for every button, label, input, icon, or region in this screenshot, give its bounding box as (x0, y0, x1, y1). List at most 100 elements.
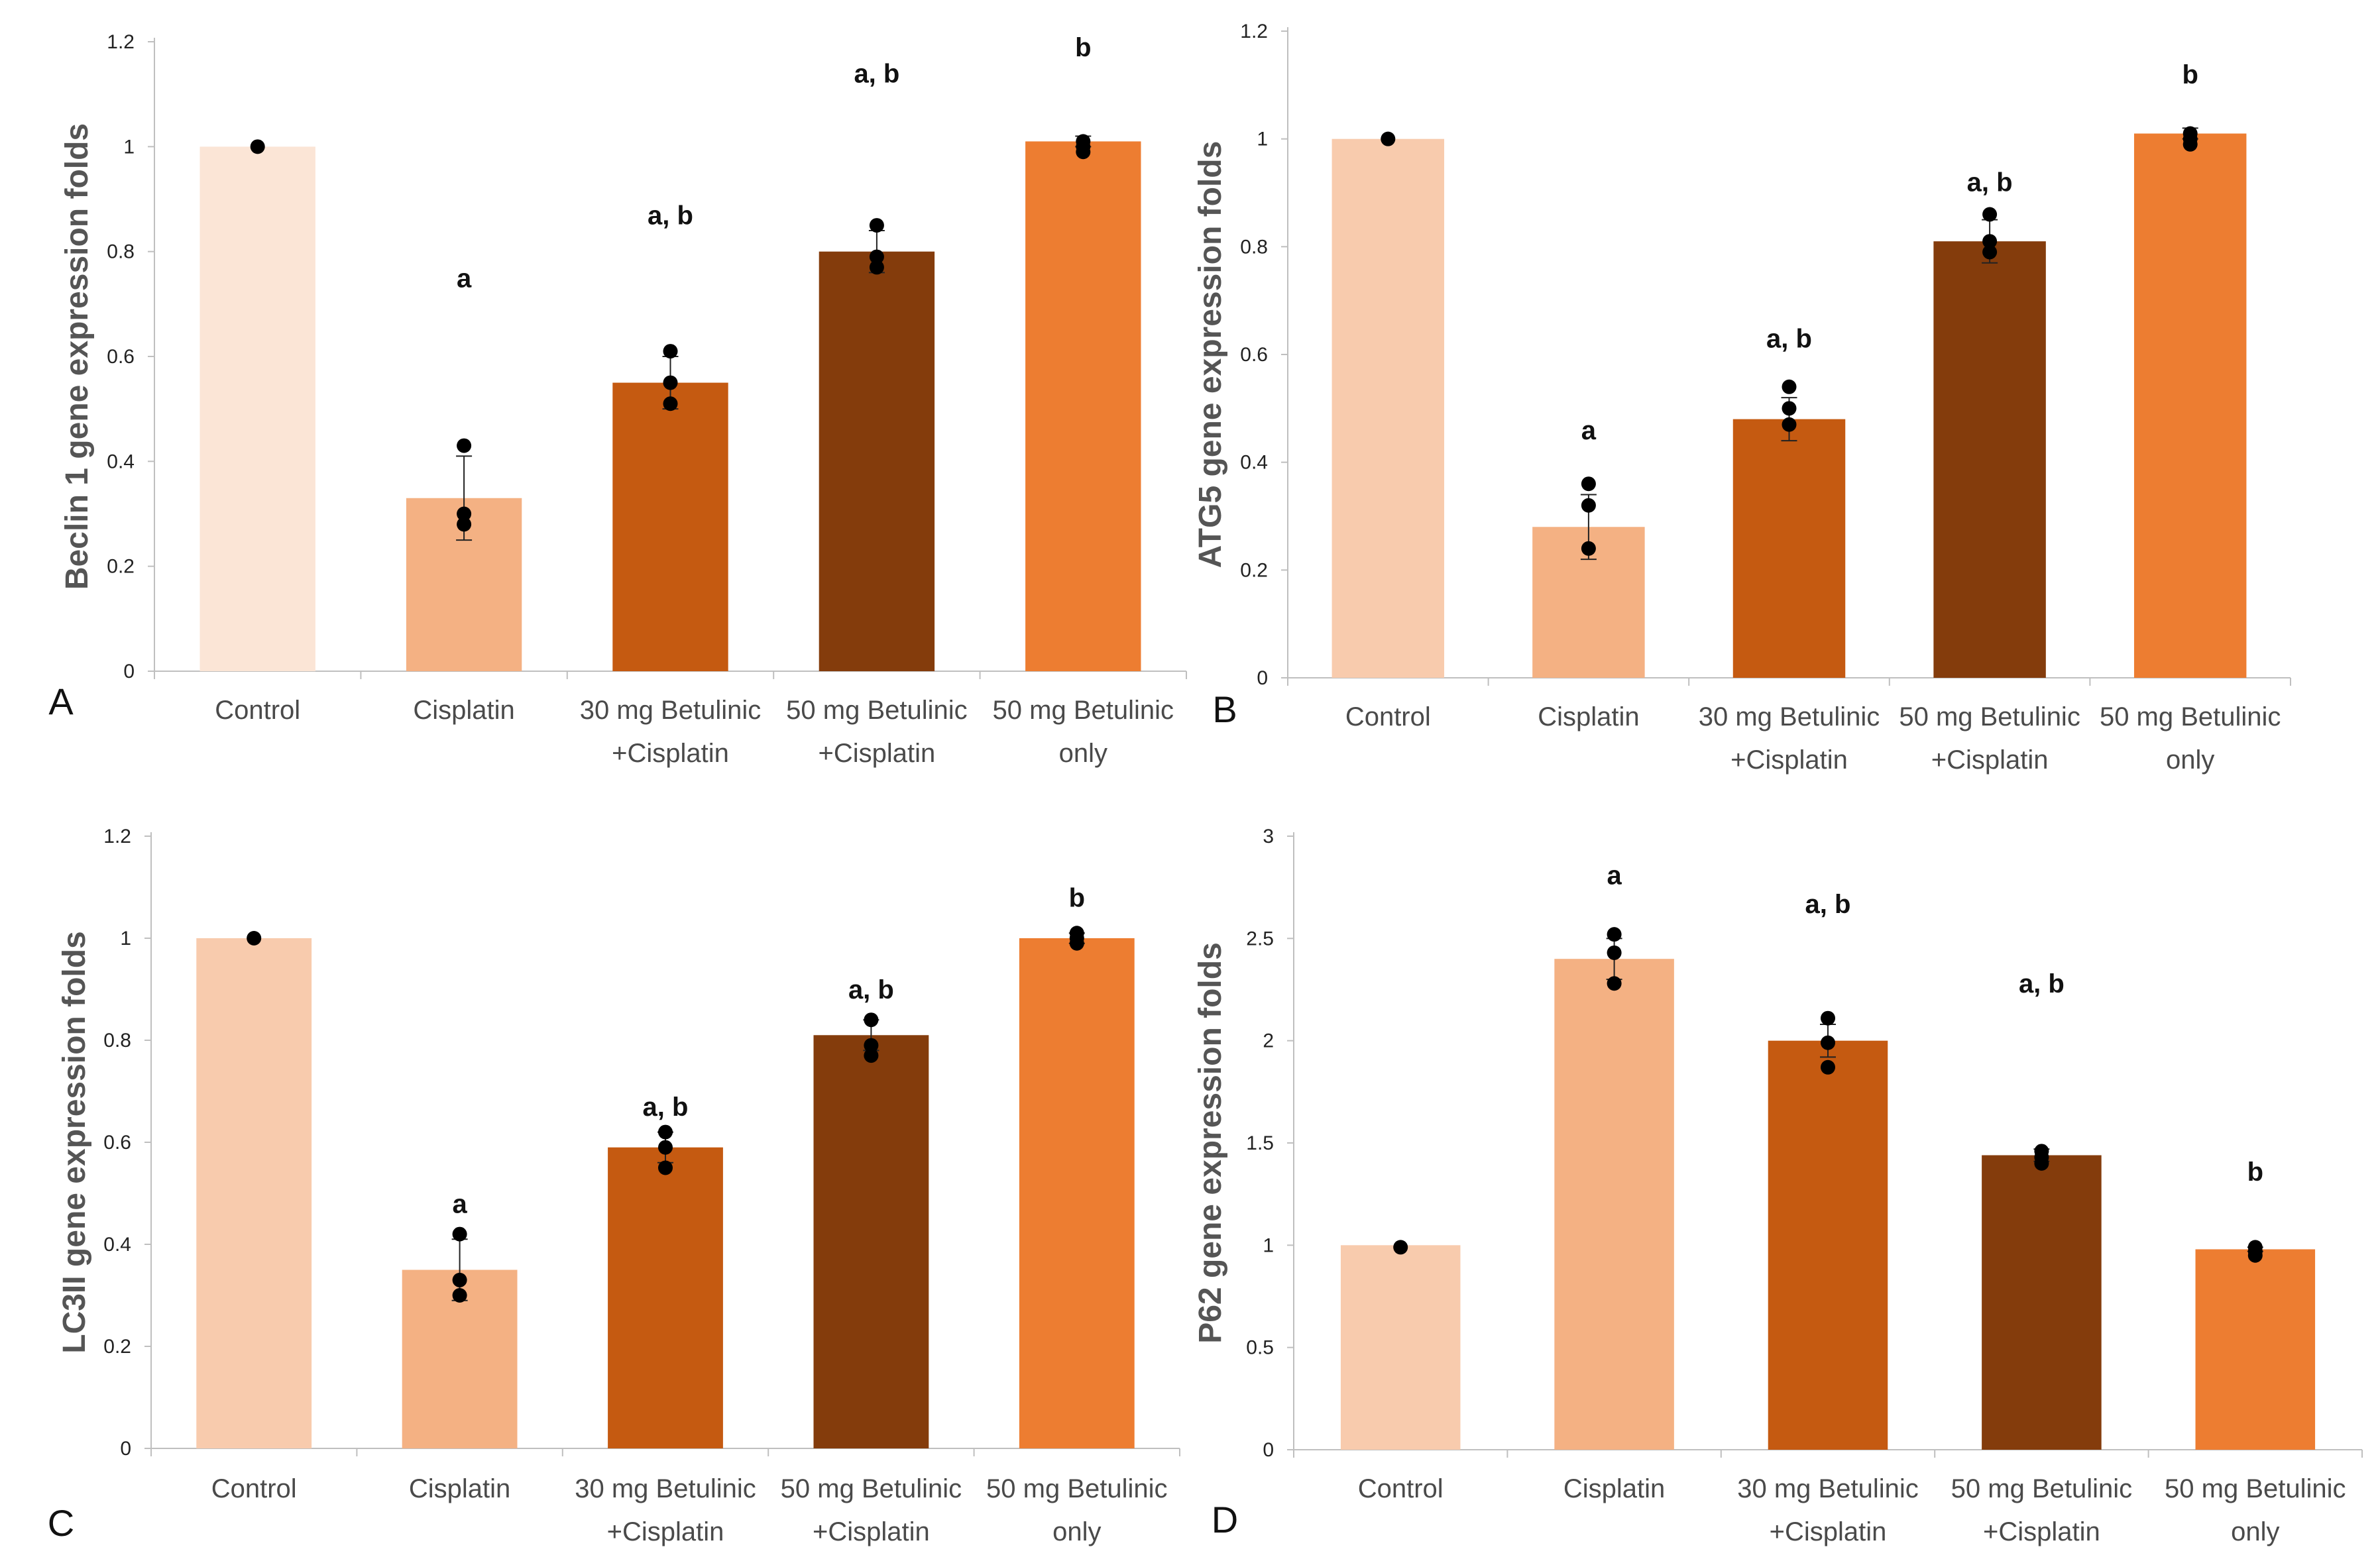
significance-label: a (1607, 861, 1622, 891)
category-label: Control (211, 1474, 297, 1503)
category-label: 50 mg Betulinic (781, 1474, 962, 1503)
y-tick-label: 0.6 (103, 1132, 131, 1154)
data-point (869, 218, 884, 233)
y-tick-label: 0.8 (1240, 236, 1268, 258)
category-label: 50 mg Betulinic (1951, 1474, 2132, 1503)
category-label: +Cisplatin (1931, 745, 2049, 775)
y-tick-label: 0 (120, 1438, 131, 1460)
y-tick-label: 0.5 (1246, 1337, 1274, 1359)
significance-label: b (2182, 60, 2198, 89)
data-point (1581, 476, 1596, 492)
category-label: 30 mg Betulinic (580, 696, 761, 725)
bar (196, 938, 312, 1448)
data-point (1982, 244, 1998, 260)
data-point (457, 438, 472, 453)
data-point (1782, 417, 1797, 432)
category-label: 30 mg Betulinic (1699, 702, 1880, 731)
y-tick-label: 0.2 (107, 556, 135, 578)
panel-label: B (1212, 688, 1237, 730)
bar (1340, 1245, 1461, 1450)
bar (1554, 959, 1674, 1450)
category-label: only (2166, 745, 2214, 775)
bar (199, 146, 315, 672)
y-tick-label: 0.6 (1240, 344, 1268, 366)
significance-label: a, b (1805, 890, 1851, 919)
data-point (1982, 207, 1998, 222)
category-label: Control (215, 696, 300, 725)
bar (819, 251, 935, 672)
data-point (864, 1038, 879, 1053)
category-label: 50 mg Betulinic (2165, 1474, 2346, 1503)
y-tick-label: 1.2 (107, 31, 135, 53)
y-tick-label: 0 (1263, 1439, 1274, 1461)
bar (1933, 241, 2046, 678)
bar (1732, 419, 1846, 678)
data-point (663, 375, 678, 390)
category-label: 50 mg Betulinic (2100, 702, 2281, 731)
chart-panel-d: 0 0.5 1 1.5 2 2.5 3 P62 gene expression folds D C… (1193, 826, 2363, 1546)
significance-label: a, b (643, 1093, 689, 1122)
category-label: 30 mg Betulinic (1737, 1474, 1918, 1503)
data-point (1782, 379, 1797, 394)
data-point (658, 1140, 673, 1155)
data-point (2034, 1156, 2049, 1171)
chart-panel-b: 0 0.2 0.4 0.6 0.8 1 1.2 ATG5 gene expression fo… (1193, 21, 2291, 775)
data-point (1821, 1010, 1835, 1026)
y-tick-label: 0.8 (103, 1030, 131, 1052)
panel-label: D (1212, 1499, 1238, 1540)
bar (608, 1147, 723, 1448)
data-point (457, 517, 472, 532)
data-point (1069, 936, 1084, 951)
y-tick-label: 0.4 (1240, 452, 1268, 474)
data-point (1381, 131, 1396, 146)
y-tick-label: 1.5 (1246, 1132, 1274, 1154)
data-point (1821, 1059, 1835, 1075)
y-tick-label: 2 (1263, 1030, 1274, 1052)
data-point (869, 249, 884, 264)
data-point (2182, 136, 2198, 152)
y-tick-label: 0.2 (1240, 559, 1268, 581)
data-point (1607, 976, 1622, 991)
data-point (663, 344, 678, 359)
data-point (1782, 401, 1797, 416)
chart-panel-c: 0 0.2 0.4 0.6 0.8 1 1.2 LC3II gene expression f… (48, 826, 1180, 1546)
category-label: +Cisplatin (612, 739, 729, 768)
data-point (864, 1012, 879, 1028)
category-label: +Cisplatin (1730, 745, 1848, 775)
bar (2133, 133, 2247, 678)
category-label: +Cisplatin (819, 739, 936, 768)
y-tick-label: 1.2 (103, 826, 131, 847)
y-tick-label: 0 (123, 661, 135, 682)
data-point (663, 396, 678, 411)
category-label: +Cisplatin (1770, 1517, 1887, 1546)
data-point (1076, 144, 1091, 160)
category-label: +Cisplatin (1983, 1517, 2100, 1546)
significance-label: a, b (2019, 969, 2065, 999)
y-tick-label: 3 (1263, 826, 1274, 847)
category-label: only (1052, 1517, 1101, 1546)
data-point (247, 931, 262, 946)
category-label: only (2231, 1517, 2279, 1546)
data-point (2247, 1248, 2263, 1263)
data-point (1607, 927, 1622, 942)
data-point (658, 1124, 673, 1140)
data-point (457, 506, 472, 521)
bar (1025, 141, 1141, 671)
y-tick-label: 1 (120, 928, 131, 949)
data-point (1581, 498, 1596, 513)
y-axis-label: LC3II gene expression folds (57, 931, 92, 1354)
significance-label: a, b (848, 975, 894, 1004)
significance-label: b (1069, 883, 1085, 912)
significance-label: a, b (854, 60, 899, 89)
data-point (658, 1160, 673, 1175)
bar (813, 1035, 929, 1448)
y-axis-label: P62 gene expression folds (1193, 942, 1228, 1344)
data-point (1393, 1240, 1408, 1255)
data-point (864, 1048, 879, 1063)
significance-label: a, b (1967, 168, 2013, 197)
significance-label: a (1581, 416, 1597, 445)
significance-label: b (2247, 1158, 2263, 1187)
category-label: Cisplatin (413, 696, 514, 725)
category-label: 50 mg Betulinic (986, 1474, 1167, 1503)
